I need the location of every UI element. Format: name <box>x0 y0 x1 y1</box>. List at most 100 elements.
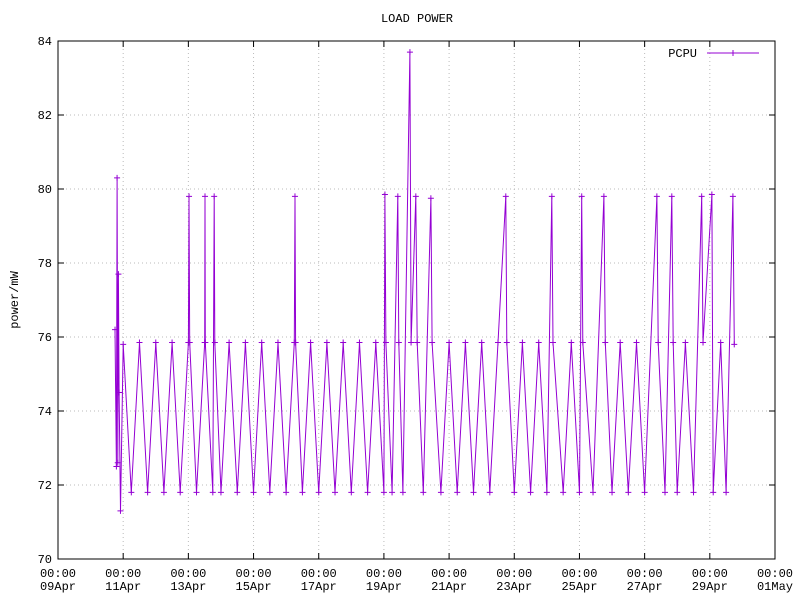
point-marker <box>114 174 121 181</box>
point-marker <box>568 339 575 346</box>
point-marker <box>234 489 241 496</box>
point-marker <box>381 191 388 198</box>
plot-frame <box>57 40 776 560</box>
point-marker <box>283 489 290 496</box>
x-tick-label: 00:00 <box>40 567 76 581</box>
point-marker <box>729 193 736 200</box>
x-tick-label: 01May <box>757 580 793 594</box>
point-marker <box>160 489 167 496</box>
point-marker <box>674 489 681 496</box>
point-marker <box>177 489 184 496</box>
y-tick-label: 84 <box>38 35 52 49</box>
point-marker <box>682 339 689 346</box>
point-marker <box>136 339 143 346</box>
point-marker <box>202 339 209 346</box>
point-marker <box>668 193 675 200</box>
point-marker <box>242 339 249 346</box>
point-marker <box>364 489 371 496</box>
legend-marker <box>730 50 736 56</box>
point-marker <box>548 193 555 200</box>
point-marker <box>535 339 542 346</box>
point-marker <box>578 193 585 200</box>
x-tick-label: 00:00 <box>105 567 141 581</box>
x-tick-label: 23Apr <box>496 580 532 594</box>
point-marker <box>120 341 127 348</box>
point-marker <box>226 339 233 346</box>
point-marker <box>708 191 715 198</box>
point-marker <box>394 193 401 200</box>
point-marker <box>641 489 648 496</box>
point-marker <box>527 489 534 496</box>
point-marker <box>356 339 363 346</box>
plot-area <box>112 49 738 514</box>
point-marker <box>258 339 265 346</box>
point-marker <box>389 489 396 496</box>
y-tick-label: 80 <box>38 183 52 197</box>
point-marker <box>617 339 624 346</box>
x-tick-label: 00:00 <box>431 567 467 581</box>
point-marker <box>427 195 434 202</box>
point-marker <box>414 339 421 346</box>
x-tick-label: 00:00 <box>496 567 532 581</box>
point-marker <box>698 193 705 200</box>
x-tick-label: 00:00 <box>757 567 793 581</box>
point-marker <box>437 489 444 496</box>
point-marker <box>560 489 567 496</box>
y-tick-label: 76 <box>38 331 52 345</box>
x-tick-label: 00:00 <box>692 567 728 581</box>
x-tick-label: 09Apr <box>40 580 76 594</box>
point-marker <box>602 339 609 346</box>
point-marker <box>543 489 550 496</box>
x-tick-label: 19Apr <box>366 580 402 594</box>
x-tick-label: 00:00 <box>366 567 402 581</box>
point-marker <box>625 489 632 496</box>
point-marker <box>511 489 518 496</box>
point-marker <box>462 339 469 346</box>
x-tick-label: 17Apr <box>301 580 337 594</box>
point-marker <box>372 339 379 346</box>
point-marker <box>348 489 355 496</box>
point-marker <box>114 459 121 466</box>
point-marker <box>429 339 436 346</box>
point-marker <box>315 489 322 496</box>
point-marker <box>731 341 738 348</box>
point-marker <box>600 193 607 200</box>
point-marker <box>211 339 218 346</box>
point-marker <box>217 489 224 496</box>
point-marker <box>579 339 586 346</box>
x-tick-label: 21Apr <box>431 580 467 594</box>
point-marker <box>519 339 526 346</box>
point-marker <box>307 339 314 346</box>
point-marker <box>609 489 616 496</box>
y-axis-label: power/mW <box>8 270 22 328</box>
x-tick-label: 11Apr <box>105 580 141 594</box>
point-marker <box>494 339 501 346</box>
point-marker <box>406 49 413 56</box>
y-tick-label: 82 <box>38 109 52 123</box>
point-marker <box>113 463 120 470</box>
point-marker <box>323 339 330 346</box>
point-marker <box>408 339 415 346</box>
y-tick-label: 74 <box>38 405 52 419</box>
point-marker <box>717 339 724 346</box>
point-marker <box>633 339 640 346</box>
point-marker <box>128 489 135 496</box>
x-tick-label: 00:00 <box>236 567 272 581</box>
point-marker <box>395 339 402 346</box>
point-marker <box>112 326 119 333</box>
x-tick-label: 00:00 <box>561 567 597 581</box>
point-marker <box>211 193 218 200</box>
point-marker <box>332 489 339 496</box>
x-tick-label: 00:00 <box>170 567 206 581</box>
point-marker <box>186 339 193 346</box>
point-marker <box>576 489 583 496</box>
point-marker <box>116 389 123 396</box>
point-marker <box>502 193 509 200</box>
point-marker <box>549 339 556 346</box>
point-marker <box>186 193 193 200</box>
point-marker <box>169 339 176 346</box>
x-tick-label: 13Apr <box>170 580 206 594</box>
point-marker <box>723 489 730 496</box>
